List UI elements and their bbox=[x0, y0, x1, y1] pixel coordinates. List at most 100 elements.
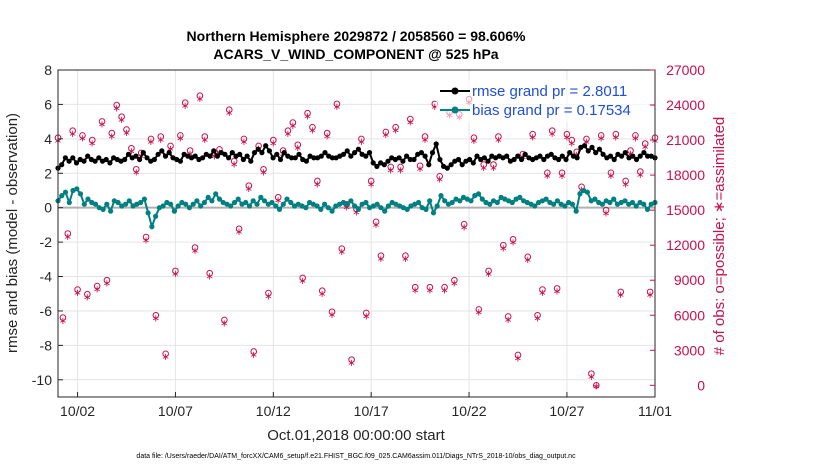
rmse-series-point bbox=[266, 148, 272, 154]
obs-possible-point bbox=[74, 286, 81, 293]
rmse-series-point bbox=[581, 143, 588, 149]
obs-assimilated-point: ∗ bbox=[250, 350, 258, 361]
y-tick-right-label: 3000 bbox=[674, 342, 705, 358]
obs-assimilated-point: ∗ bbox=[524, 255, 532, 266]
obs-possible-point bbox=[103, 276, 111, 284]
bias-series-point bbox=[322, 201, 328, 207]
obs-possible-point bbox=[592, 382, 600, 389]
rmse-series-point bbox=[633, 156, 640, 163]
bias-series-point bbox=[475, 191, 482, 197]
obs-possible-point bbox=[142, 233, 150, 241]
legend-bias-label: bias grand pr = 0.17534 bbox=[472, 102, 631, 119]
bias-series-point bbox=[100, 206, 106, 212]
x-tick-label: 10/07 bbox=[158, 403, 193, 419]
x-axis-label: Oct.01,2018 00:00:00 start bbox=[267, 427, 445, 444]
obs-assimilated-point: ∗ bbox=[607, 171, 615, 182]
obs-possible-point bbox=[304, 109, 311, 117]
obs-assimilated-point: ∗ bbox=[166, 144, 174, 155]
obs-possible-point bbox=[485, 267, 492, 275]
obs-possible-point bbox=[186, 147, 194, 154]
obs-assimilated-point: ∗ bbox=[475, 308, 483, 319]
rmse-series-point bbox=[211, 148, 217, 154]
bias-series-point bbox=[487, 201, 493, 207]
obs-possible-point bbox=[64, 230, 72, 237]
bias-series-point bbox=[569, 201, 576, 207]
obs-assimilated-point: ∗ bbox=[201, 135, 209, 146]
obs-possible-point bbox=[451, 276, 458, 284]
obs-assimilated-point: ∗ bbox=[225, 108, 233, 119]
obs-assimilated-point: ∗ bbox=[489, 163, 497, 174]
rmse-series-point bbox=[311, 155, 317, 161]
bias-series-point bbox=[66, 199, 72, 206]
rmse-series-point bbox=[537, 153, 543, 159]
obs-possible-point bbox=[108, 129, 116, 137]
rmse-series-point bbox=[426, 162, 432, 168]
obs-assimilated-point: ∗ bbox=[504, 315, 512, 326]
obs-assimilated-point: ∗ bbox=[240, 137, 248, 148]
bias-series-point bbox=[81, 201, 87, 207]
bias-series-point bbox=[273, 203, 279, 209]
obs-assimilated-point: ∗ bbox=[108, 131, 116, 142]
obs-possible-point bbox=[235, 225, 243, 233]
rmse-series-point bbox=[237, 151, 243, 157]
bias-series-point bbox=[123, 201, 129, 207]
obs-assimilated-point: ∗ bbox=[113, 103, 121, 114]
obs-assimilated-point: ∗ bbox=[191, 246, 199, 257]
rmse-series-point bbox=[511, 156, 517, 163]
obs-possible-point bbox=[402, 252, 409, 259]
rmse-series-point bbox=[585, 148, 591, 154]
obs-possible-point bbox=[490, 161, 497, 168]
obs-possible-point bbox=[612, 130, 620, 138]
obs-possible-point bbox=[191, 244, 199, 251]
rmse-series-point bbox=[448, 162, 454, 168]
bias-series-point bbox=[175, 203, 181, 209]
obs-assimilated-point: ∗ bbox=[59, 316, 67, 327]
y-tick-right-label: 15000 bbox=[666, 202, 705, 218]
obs-assimilated-point: ∗ bbox=[210, 151, 218, 162]
bias-series-point bbox=[276, 206, 283, 212]
bias-series-point bbox=[126, 198, 132, 204]
chart-title-line2: ACARS_V_WIND_COMPONENT @ 525 hPa bbox=[213, 46, 498, 62]
obs-assimilated-point: ∗ bbox=[377, 254, 385, 265]
obs-assimilated-point: ∗ bbox=[391, 126, 399, 137]
y-axis-label-right: # of obs: o=possible; ∗=assimilated bbox=[711, 117, 728, 356]
obs-possible-point bbox=[348, 356, 355, 363]
bias-series-point bbox=[355, 206, 361, 212]
obs-assimilated-point: ∗ bbox=[78, 134, 86, 145]
obs-possible-point bbox=[387, 163, 395, 171]
y-tick-left-label: 2 bbox=[44, 165, 52, 181]
obs-assimilated-point: ∗ bbox=[440, 286, 448, 297]
obs-assimilated-point: ∗ bbox=[347, 358, 355, 369]
bias-series-point bbox=[423, 206, 429, 212]
rmse-series-point bbox=[318, 153, 324, 159]
bias-series-point bbox=[205, 194, 211, 200]
obs-possible-point bbox=[152, 311, 160, 319]
rmse-series-point bbox=[140, 150, 146, 156]
rmse-series-point bbox=[474, 153, 480, 159]
bias-series-point bbox=[74, 186, 80, 192]
obs-assimilated-point: ∗ bbox=[533, 314, 541, 325]
rmse-series-point bbox=[62, 155, 68, 161]
rmse-series-point bbox=[641, 150, 647, 156]
bias-series-point bbox=[325, 205, 331, 211]
rmse-series-point bbox=[619, 153, 625, 159]
rmse-series-point bbox=[522, 151, 528, 157]
obs-possible-point bbox=[568, 136, 576, 144]
obs-possible-point bbox=[333, 100, 341, 108]
rmse-series-point bbox=[151, 156, 157, 163]
bias-series-point bbox=[385, 203, 391, 209]
rmse-series-point bbox=[192, 153, 198, 159]
obs-possible-point bbox=[270, 136, 277, 144]
obs-possible-point bbox=[421, 133, 429, 140]
obs-possible-point bbox=[328, 308, 336, 316]
bias-series-point bbox=[457, 198, 463, 204]
bias-series-point bbox=[427, 198, 433, 204]
obs-possible-point bbox=[362, 309, 370, 317]
obs-possible-point bbox=[314, 177, 321, 185]
obs-possible-point bbox=[338, 245, 346, 252]
rmse-series-point bbox=[548, 151, 554, 157]
chart-title-line1: Northern Hemisphere 2029872 / 2058560 = … bbox=[187, 28, 526, 44]
obs-possible-point bbox=[250, 348, 258, 355]
obs-assimilated-point: ∗ bbox=[289, 121, 297, 132]
